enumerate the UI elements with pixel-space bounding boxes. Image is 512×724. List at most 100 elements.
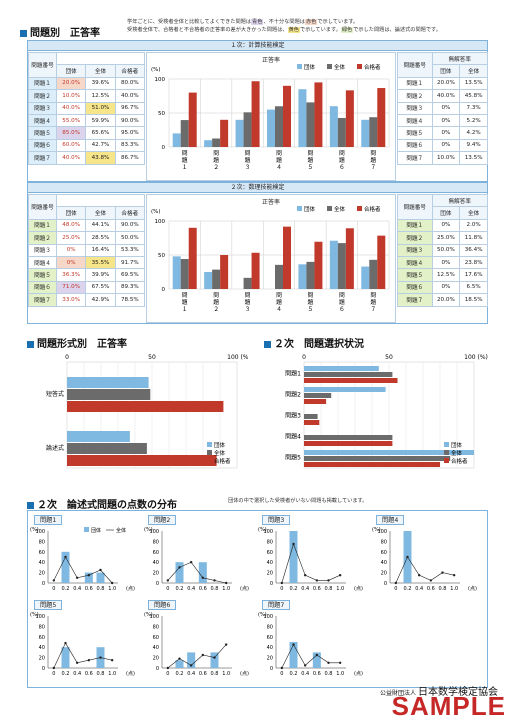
x-tick-label: 題 (213, 299, 219, 306)
cell-group: 33.0% (55, 293, 87, 307)
cell-pass: 69.5% (114, 268, 146, 282)
cell-group: 20.0% (55, 76, 87, 91)
point-all (417, 574, 421, 577)
table-row: 問題５ 12.5% 17.6% (397, 268, 488, 282)
x-tick-label: 0.8 (211, 586, 219, 592)
header-col: 団体 (55, 64, 87, 78)
point-all (178, 657, 181, 660)
bar-all (337, 243, 346, 289)
point-all (87, 659, 91, 662)
legend-swatch (327, 64, 332, 69)
cell-group: 48.0% (55, 218, 87, 233)
x-tick-label: 問 (276, 292, 282, 299)
header-nores: 無解答率 (431, 51, 489, 66)
dist-chart: (%)100 80 60 40 20 0 0 0.2 0.4 0.6 0.8 1.0 (点) (144, 612, 249, 677)
cell-qnum: 問題２ (397, 231, 433, 245)
point-all (441, 571, 444, 574)
table-row: 問題１ 0% 2.0% (397, 218, 488, 233)
point-all (224, 643, 228, 646)
sec2-panel: ２次：数理技能検定 問題番号 団体 全体 合格者 問題１ 48.0% 44.1% 90.0% 問… (27, 182, 489, 324)
cell-all: 5.2% (459, 113, 488, 128)
cell-pass: 90.0% (114, 218, 146, 233)
point-all (213, 579, 216, 582)
cell-qnum: 問題６ (28, 280, 57, 295)
table-row: 問題５ 85.0% 65.6% 95.0% (28, 126, 146, 140)
line-all (167, 644, 227, 669)
point-all (166, 666, 170, 670)
bar-group (298, 264, 307, 289)
point-all (201, 653, 205, 657)
bar-pass (251, 81, 260, 147)
bar-group (210, 652, 219, 668)
point-all (327, 579, 330, 582)
cell-all: 16.4% (85, 243, 116, 257)
unit-label: (%) (30, 527, 39, 533)
bar-all (304, 372, 393, 377)
bar-all (369, 117, 378, 147)
bar-group (304, 450, 474, 455)
legend-label: 合格者 (364, 205, 381, 213)
legend-swatch (297, 206, 302, 211)
table-row: 問題２ 40.0% 45.8% (397, 89, 488, 103)
y-tick-label: 100 (155, 219, 166, 225)
point-all (201, 576, 205, 579)
x-tick-label: 0 (280, 671, 283, 677)
x-tick-label: 1.0 (222, 671, 230, 677)
y-tick-label: 40 (153, 560, 159, 566)
sec1-rate-table: 問題番号 団体 全体 合格者 問題１ 20.0% 39.6% 80.0% 問題２ 10.0% 12.… (28, 51, 146, 165)
point-all (166, 579, 170, 582)
bar-pass (188, 92, 197, 147)
cell-group: 60.0% (55, 138, 87, 153)
bar-all (67, 443, 147, 454)
x-tick-label: ７ (370, 164, 376, 171)
bar-all (304, 393, 332, 398)
section-marker-icon (264, 340, 271, 348)
category-label: 短答式 (46, 390, 64, 398)
bar-pass (345, 90, 354, 147)
y-tick-label: 20 (267, 571, 273, 577)
y-tick-label: 80 (381, 539, 387, 545)
bar-all (180, 120, 189, 147)
sec2-title: ２次：数理技能検定 (28, 183, 487, 193)
y-tick-label: 0 (162, 287, 166, 293)
legend-label: 全体 (451, 449, 463, 457)
cell-group: 71.0% (55, 280, 87, 295)
x-tick-label: 0.2 (176, 671, 184, 677)
x-tick-label: 0.6 (199, 671, 207, 677)
x-tick-label: 問 (339, 150, 345, 157)
header-col: 全体 (85, 206, 116, 220)
cell-all: 67.5% (85, 280, 116, 295)
x-unit: (点) (354, 671, 363, 677)
bar-pass (377, 235, 386, 289)
legend-label: 団体 (304, 205, 316, 213)
cell-all: 9.4% (459, 138, 488, 153)
x-tick-label: 題 (245, 157, 251, 164)
x-tick-label: 0 (280, 586, 283, 592)
x-tick-label: 問 (308, 150, 314, 157)
line-all (53, 556, 113, 584)
bar-pass (220, 255, 229, 289)
x-tick-label: ７ (370, 306, 376, 313)
axis-100: 100 (%) (227, 354, 248, 361)
x-unit: (点) (468, 586, 477, 592)
x-tick-label: 1.0 (108, 586, 116, 592)
x-tick-label: １ (182, 306, 188, 313)
point-all (327, 661, 330, 664)
cell-pass: 40.0% (114, 89, 146, 103)
cell-group: 36.3% (55, 268, 87, 282)
cell-pass: 95.0% (114, 126, 146, 140)
x-tick-label: 0.2 (290, 671, 298, 677)
bar-group (172, 256, 181, 289)
x-tick-label: 題 (182, 157, 188, 164)
sample-watermark: SAMPLE (391, 691, 506, 721)
x-tick-label: 題 (308, 157, 314, 164)
table-row: 問題３ 0% 7.3% (397, 101, 488, 115)
y-tick-label: 20 (39, 656, 45, 662)
table-row: 問題２ 25.0% 11.8% (397, 231, 488, 245)
point-all (303, 664, 307, 667)
cell-all: 11.8% (459, 231, 488, 245)
point-all (189, 561, 193, 564)
y-tick-label: 80 (267, 539, 273, 545)
x-tick-label: 0.2 (290, 586, 298, 592)
